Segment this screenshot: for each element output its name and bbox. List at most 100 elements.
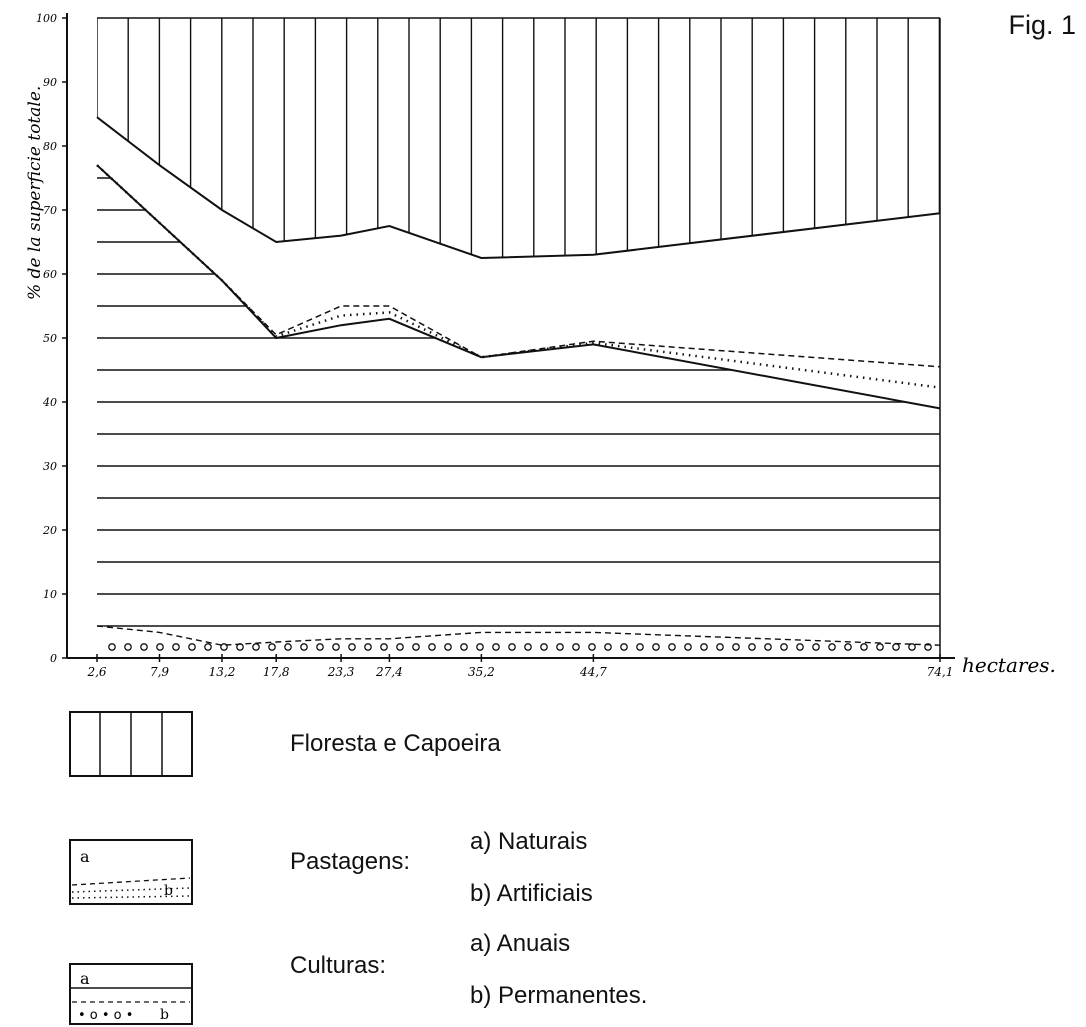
crop-circle — [716, 643, 724, 651]
y-tick-label: 70 — [43, 204, 57, 217]
legend-box-crops-a: a — [80, 969, 90, 988]
axes — [66, 13, 955, 659]
y-tick-label: 20 — [42, 524, 57, 537]
forest-hatch — [97, 18, 940, 258]
y-tick-label: 80 — [43, 140, 57, 153]
x-tick-label: 74,1 — [927, 665, 954, 679]
crop-dots — [108, 643, 932, 651]
crop-circle — [540, 643, 548, 651]
legend-crops-label: Culturas: — [290, 952, 387, 979]
crop-circle — [492, 643, 500, 651]
crop-circle — [780, 643, 788, 651]
crop-circle — [396, 643, 404, 651]
crop-circle — [204, 643, 212, 651]
y-tick-label: 0 — [50, 652, 57, 665]
crop-circle — [332, 643, 340, 651]
series-line-pasture-natural — [96, 164, 941, 410]
crop-circle — [892, 643, 900, 651]
crop-circle — [348, 643, 356, 651]
legend-forest-label: Floresta e Capoeira — [290, 730, 501, 757]
crop-circle — [604, 643, 612, 651]
x-tick-label: 2,6 — [86, 665, 106, 679]
legend-pasture-label: Pastagens: — [290, 848, 411, 875]
crop-circle — [364, 643, 372, 651]
crop-circle — [796, 643, 804, 651]
crop-circle — [572, 643, 580, 651]
legend-box-pasture-a: a — [80, 847, 90, 866]
crop-circle — [476, 643, 484, 651]
x-tick-label: 23,3 — [327, 665, 355, 679]
y-tick-label: 100 — [36, 12, 57, 25]
crop-circle — [508, 643, 516, 651]
pasture-hatch — [97, 177, 940, 627]
y-tick-label: 10 — [43, 588, 57, 601]
legend-box-crops-b: b — [160, 1007, 169, 1023]
crop-circle — [172, 643, 180, 651]
crop-circle — [924, 643, 932, 651]
series-line-forest — [96, 116, 941, 260]
series-lines — [96, 17, 941, 658]
crop-circle — [668, 643, 676, 651]
crop-circle — [108, 643, 116, 651]
crop-circle — [236, 643, 244, 651]
x-tick-label: 7,9 — [150, 665, 169, 679]
y-axis-label: % de la superficie totale. — [25, 86, 45, 300]
y-tick-label: 60 — [43, 268, 57, 281]
crop-circle — [636, 643, 644, 651]
legend-pasture-a: a) Naturais — [470, 828, 588, 855]
x-axis-label: hectares. — [962, 653, 1056, 677]
crop-circle — [908, 643, 916, 651]
y-tick-label: 50 — [43, 332, 57, 345]
legend-crops-a: a) Anuais — [470, 930, 571, 957]
tick-labels: 0 10 20 30 40 50 60 70 80 90 100 2,6 7,9 13,2 17,8 23,3… — [36, 12, 953, 679]
crop-circle — [876, 643, 884, 651]
crop-circle — [284, 643, 292, 651]
y-tick-label: 90 — [43, 76, 57, 89]
x-tick-label: 17,8 — [263, 665, 290, 679]
legend-box-crops-dots: • o • o • — [78, 1008, 133, 1023]
crop-circle — [844, 643, 852, 651]
series-line-pasture-artificial — [96, 164, 941, 368]
crop-circle — [220, 643, 228, 651]
crop-circle — [828, 643, 836, 651]
legend-box-pasture-b: b — [164, 883, 173, 899]
crop-circle — [652, 643, 660, 651]
crop-circle — [524, 643, 532, 651]
figure-label: Fig. 1 — [1008, 10, 1076, 40]
crop-circle — [588, 643, 596, 651]
legend-crops-b: b) Permanentes. — [470, 982, 648, 1009]
crop-circle — [444, 643, 452, 651]
legend-box-pasture: a b — [69, 839, 193, 905]
crop-circle — [732, 643, 740, 651]
x-tick-label: 44,7 — [579, 665, 607, 679]
crop-circle — [252, 643, 260, 651]
x-tick-label: 27,4 — [375, 665, 403, 679]
x-tick-label: 35,2 — [468, 665, 495, 679]
crop-circle — [140, 643, 148, 651]
crop-circle — [860, 643, 868, 651]
y-tick-label: 40 — [42, 396, 57, 409]
crop-circle — [556, 643, 564, 651]
crop-circle — [188, 643, 196, 651]
y-tick-label: 30 — [43, 460, 57, 473]
legend-box-forest — [69, 711, 193, 777]
crop-circle — [380, 643, 388, 651]
crop-circle — [156, 643, 164, 651]
crop-circle — [748, 643, 756, 651]
crop-circle — [124, 643, 132, 651]
legend-box-crops: a • o • o • b — [69, 963, 193, 1025]
crop-circle — [460, 643, 468, 651]
crop-circle — [812, 643, 820, 651]
pasture-artificial-dots — [96, 164, 941, 389]
series-line-crops — [96, 625, 941, 646]
crop-circle — [412, 643, 420, 651]
legend-pasture-b: b) Artificiais — [470, 880, 593, 907]
x-tick-label: 13,2 — [209, 665, 236, 679]
crop-circle — [764, 643, 772, 651]
crop-circle — [428, 643, 436, 651]
crop-circle — [684, 643, 692, 651]
crop-circle — [700, 643, 708, 651]
crop-circle — [620, 643, 628, 651]
crop-circle — [300, 643, 308, 651]
